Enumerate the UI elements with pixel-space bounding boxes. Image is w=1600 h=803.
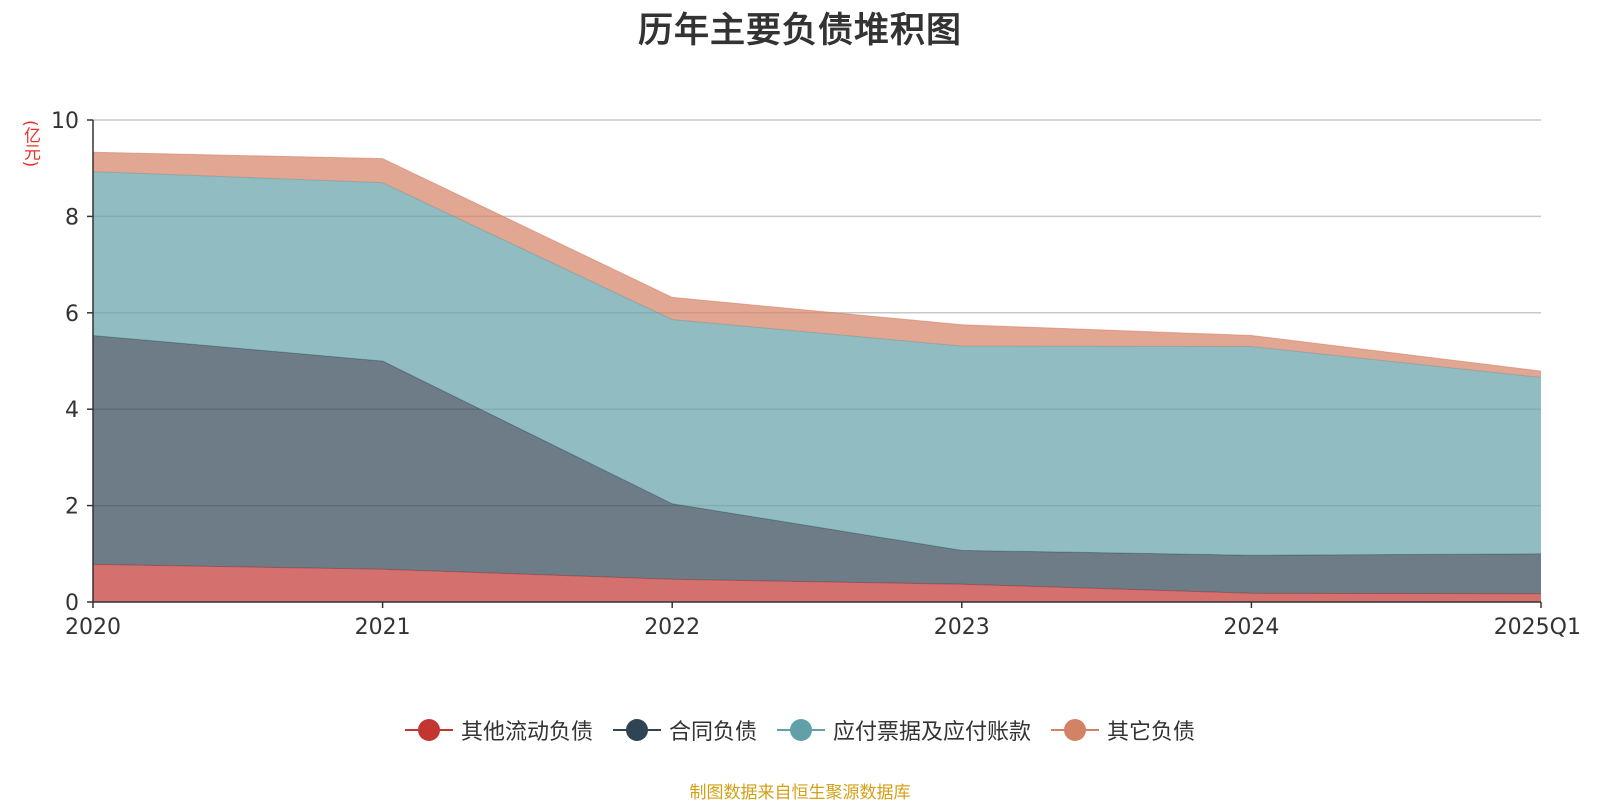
- y-tick-label: 8: [65, 205, 79, 230]
- x-tick-label: 2023: [934, 615, 990, 640]
- y-axis-unit-label: (亿元): [20, 120, 40, 168]
- legend-label: 合同负债: [668, 720, 757, 745]
- stacked-area-chart: 0 2 4 6 8 10 2020 2021 2022 2023 2024 2025Q1: [51, 109, 1581, 640]
- x-tick-label: 2021: [355, 615, 411, 640]
- x-tick-label: 2024: [1223, 615, 1279, 640]
- legend-item-2[interactable]: 合同负债: [612, 714, 757, 746]
- y-tick-label: 2: [65, 495, 79, 520]
- legend-marker-icon: [612, 718, 661, 742]
- legend-item-4[interactable]: 其它负债: [1051, 714, 1195, 746]
- y-tick-label: 6: [65, 302, 79, 327]
- chart-title: 历年主要负债堆积图: [637, 11, 962, 51]
- area-1: [93, 564, 1541, 602]
- area-series: [92, 151, 1542, 602]
- legend-item-3[interactable]: 应付票据及应付账款: [777, 714, 1031, 746]
- area-3: [93, 171, 1541, 556]
- x-tick-labels: 2020 2021 2022 2023 2024 2025Q1: [65, 615, 1581, 640]
- data-source-note: 制图数据来自恒生聚源数据库: [689, 783, 911, 803]
- legend-item-1[interactable]: 其他流动负债: [404, 714, 593, 746]
- legend-label: 其他流动负债: [460, 720, 593, 745]
- y-tick-labels: 0 2 4 6 8 10: [51, 109, 79, 616]
- area-2: [93, 335, 1541, 594]
- legend-label: 应付票据及应付账款: [833, 720, 1032, 745]
- area-4: [93, 152, 1541, 378]
- legend-marker-icon: [1051, 718, 1100, 742]
- y-tick-label: 0: [65, 591, 79, 616]
- legend-label: 其它负债: [1107, 720, 1196, 745]
- y-tick-label: 10: [51, 109, 79, 134]
- x-tick-label: 2022: [644, 615, 700, 640]
- legend: 其他流动负债 合同负债 应付票据及应付账款 其它负债: [0, 714, 1600, 746]
- x-tick-label: 2020: [65, 615, 121, 640]
- axes: [87, 119, 1542, 608]
- x-tick-label: 2025Q1: [1494, 615, 1581, 640]
- legend-marker-icon: [777, 718, 825, 742]
- legend-marker-icon: [404, 718, 453, 742]
- y-tick-label: 4: [65, 398, 79, 423]
- area-edge-4: [92, 151, 1542, 372]
